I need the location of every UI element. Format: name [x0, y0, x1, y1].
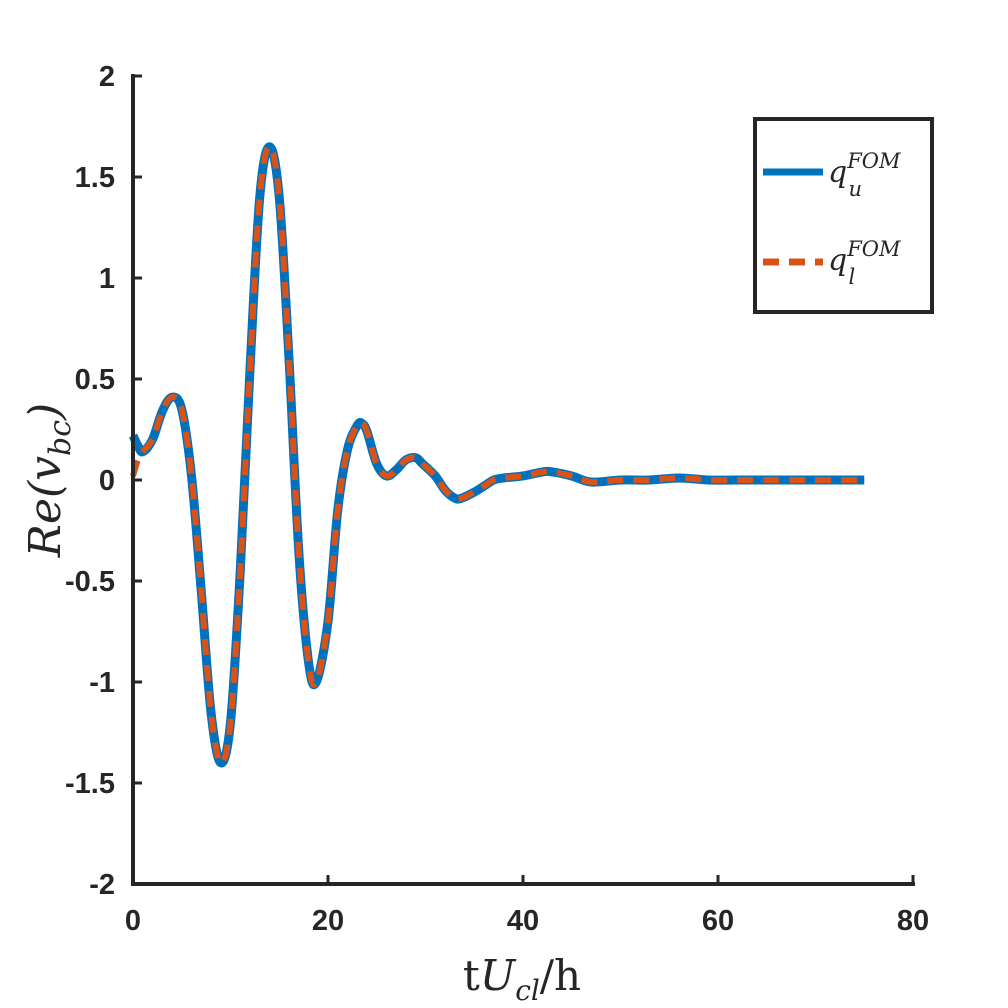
x-ticks: 0 20 40 60 80 [125, 875, 929, 937]
y-tick-label: 2 [99, 61, 115, 93]
y-tick-label: -1 [89, 667, 115, 699]
y-tick-label: 1 [99, 263, 115, 295]
legend-box [753, 117, 934, 314]
y-tick-label: 1.5 [75, 162, 115, 194]
series-line-1 [128, 142, 865, 768]
x-tick-label: 0 [125, 905, 141, 937]
legend-label-series-2: qFOM l [828, 237, 901, 289]
x-tick-label: 80 [897, 905, 929, 937]
y-tick-label: -1.5 [65, 768, 115, 800]
y-tick-label: 0.5 [75, 364, 115, 396]
series-layer [128, 142, 865, 768]
y-tick-label: -0.5 [65, 566, 115, 598]
x-tick-label: 40 [507, 905, 539, 937]
x-tick-label: 60 [702, 905, 734, 937]
y-tick-label: 0 [99, 465, 115, 497]
x-axis-label: tUcl/h [463, 951, 581, 1007]
y-axis-label: Re(vbc) [20, 403, 78, 558]
legend-label-series-1: qFOM u [828, 149, 901, 201]
x-tick-label: 20 [312, 905, 344, 937]
y-ticks: -2 -1.5 -1 -0.5 0 0.5 1 1.5 2 [65, 61, 142, 901]
y-tick-label: -2 [89, 869, 115, 901]
legend: qFOM u qFOM l [753, 117, 934, 314]
